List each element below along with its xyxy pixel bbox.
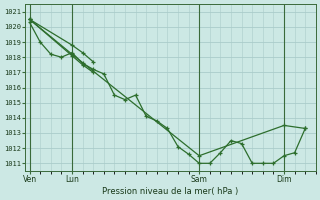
X-axis label: Pression niveau de la mer( hPa ): Pression niveau de la mer( hPa ) [102,187,239,196]
